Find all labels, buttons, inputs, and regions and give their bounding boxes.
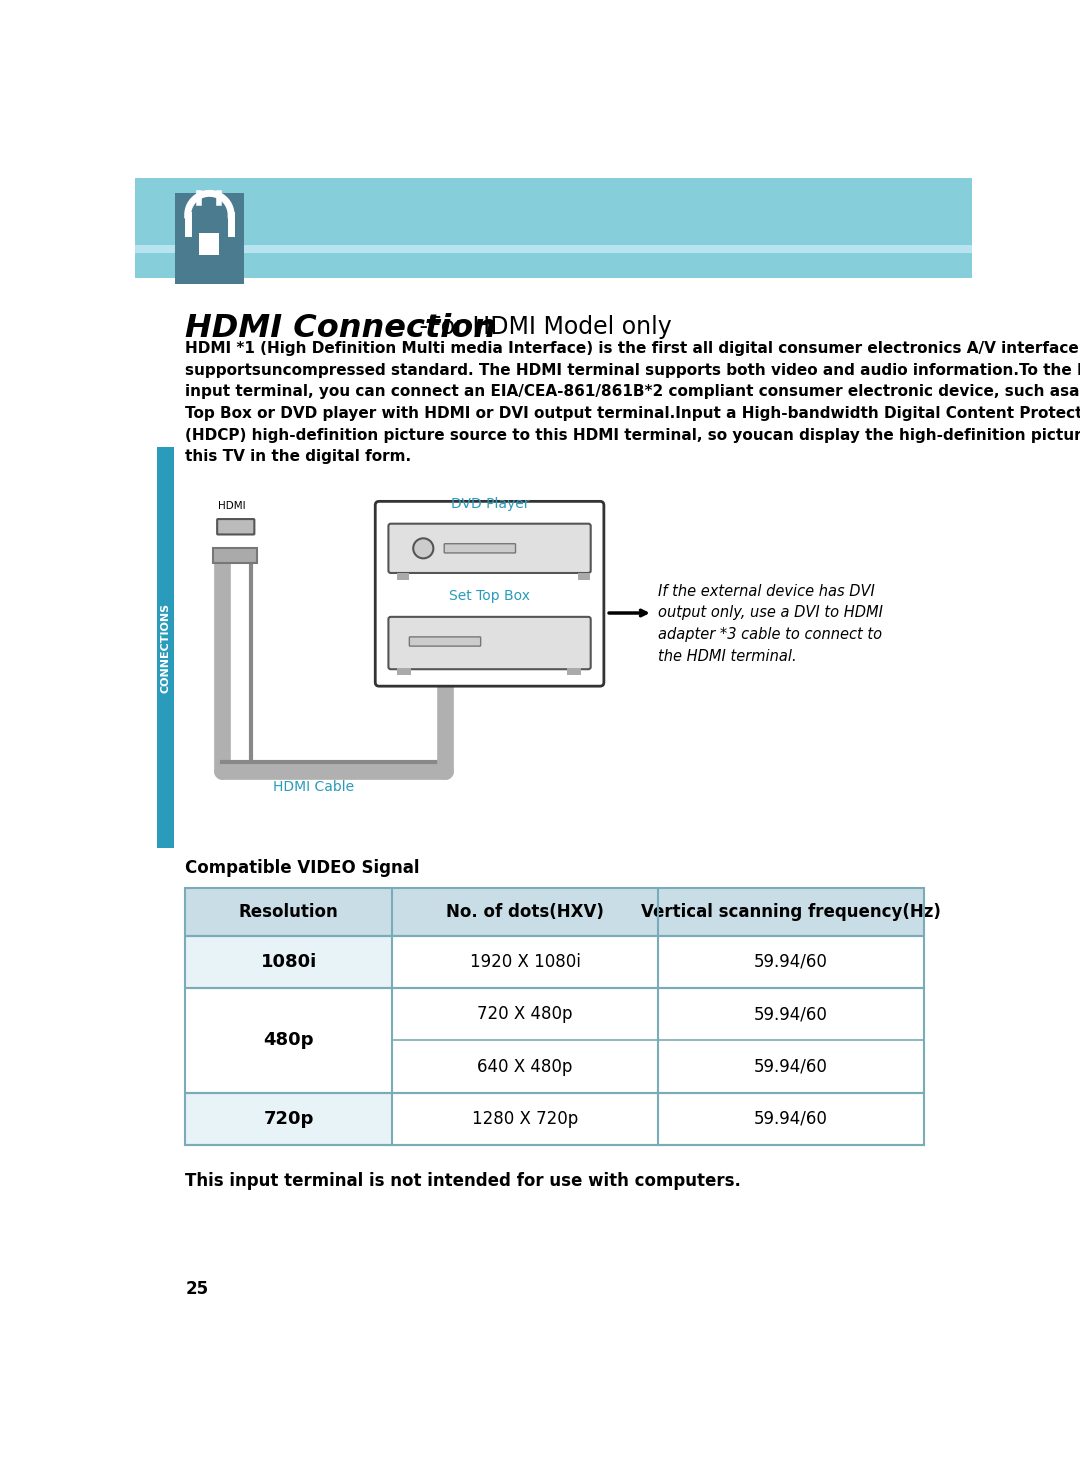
Bar	[135, 245, 972, 252]
Text: 720p: 720p	[264, 1109, 314, 1129]
Text: 59.94/60: 59.94/60	[754, 952, 828, 971]
Text: CONNECTIONS: CONNECTIONS	[160, 602, 171, 693]
Bar	[186, 936, 924, 988]
Bar	[186, 988, 392, 1093]
Text: Compatible VIDEO Signal: Compatible VIDEO Signal	[186, 860, 420, 878]
Text: 59.94/60: 59.94/60	[754, 1005, 828, 1023]
Bar	[200, 233, 219, 255]
Bar	[578, 572, 590, 580]
Text: 1080i: 1080i	[260, 952, 316, 971]
Bar	[157, 448, 174, 848]
FancyBboxPatch shape	[375, 501, 604, 687]
Text: Set Top Box: Set Top Box	[449, 589, 530, 604]
FancyBboxPatch shape	[409, 636, 481, 647]
Text: 59.94/60: 59.94/60	[754, 1109, 828, 1129]
Text: 720 X 480p: 720 X 480p	[477, 1005, 572, 1023]
Bar	[186, 888, 924, 936]
FancyBboxPatch shape	[444, 544, 515, 553]
Circle shape	[414, 538, 433, 558]
Bar	[186, 1093, 924, 1145]
FancyBboxPatch shape	[389, 617, 591, 669]
Bar	[397, 572, 408, 580]
Bar	[186, 988, 924, 1093]
Text: Resolution: Resolution	[239, 903, 339, 921]
Bar	[186, 888, 924, 936]
Text: HDMI Cable: HDMI Cable	[273, 780, 354, 793]
Bar	[175, 193, 243, 285]
Bar	[392, 988, 924, 1093]
Text: This input terminal is not intended for use with computers.: This input terminal is not intended for …	[186, 1172, 741, 1189]
Text: No. of dots(HXV): No. of dots(HXV)	[446, 903, 604, 921]
Bar	[186, 936, 392, 988]
Text: 59.94/60: 59.94/60	[754, 1057, 828, 1075]
Bar	[397, 667, 410, 675]
Polygon shape	[213, 547, 257, 564]
Text: 640 X 480p: 640 X 480p	[477, 1057, 572, 1075]
Text: 25: 25	[186, 1280, 208, 1298]
Text: -: -	[413, 314, 436, 340]
Text: Vertical scanning frequency(Hz): Vertical scanning frequency(Hz)	[642, 903, 941, 921]
Text: 1920 X 1080i: 1920 X 1080i	[470, 952, 581, 971]
Text: 480p: 480p	[264, 1031, 314, 1050]
Text: DVD Player: DVD Player	[450, 497, 529, 510]
FancyBboxPatch shape	[389, 523, 591, 572]
Bar	[392, 1093, 924, 1145]
FancyBboxPatch shape	[217, 519, 255, 534]
Text: For HDMI Model only: For HDMI Model only	[428, 314, 672, 340]
Bar	[567, 667, 581, 675]
Bar	[392, 936, 924, 988]
Bar	[135, 178, 972, 277]
Text: 1280 X 720p: 1280 X 720p	[472, 1109, 578, 1129]
Text: HDMI *1 (High Definition Multi media Interface) is the first all digital consume: HDMI *1 (High Definition Multi media Int…	[186, 341, 1080, 464]
Bar	[186, 1093, 392, 1145]
Text: HDMI: HDMI	[218, 501, 245, 510]
Text: If the external device has DVI
output only, use a DVI to HDMI
adapter *3 cable t: If the external device has DVI output on…	[658, 584, 883, 663]
Text: HDMI Connection: HDMI Connection	[186, 313, 497, 344]
